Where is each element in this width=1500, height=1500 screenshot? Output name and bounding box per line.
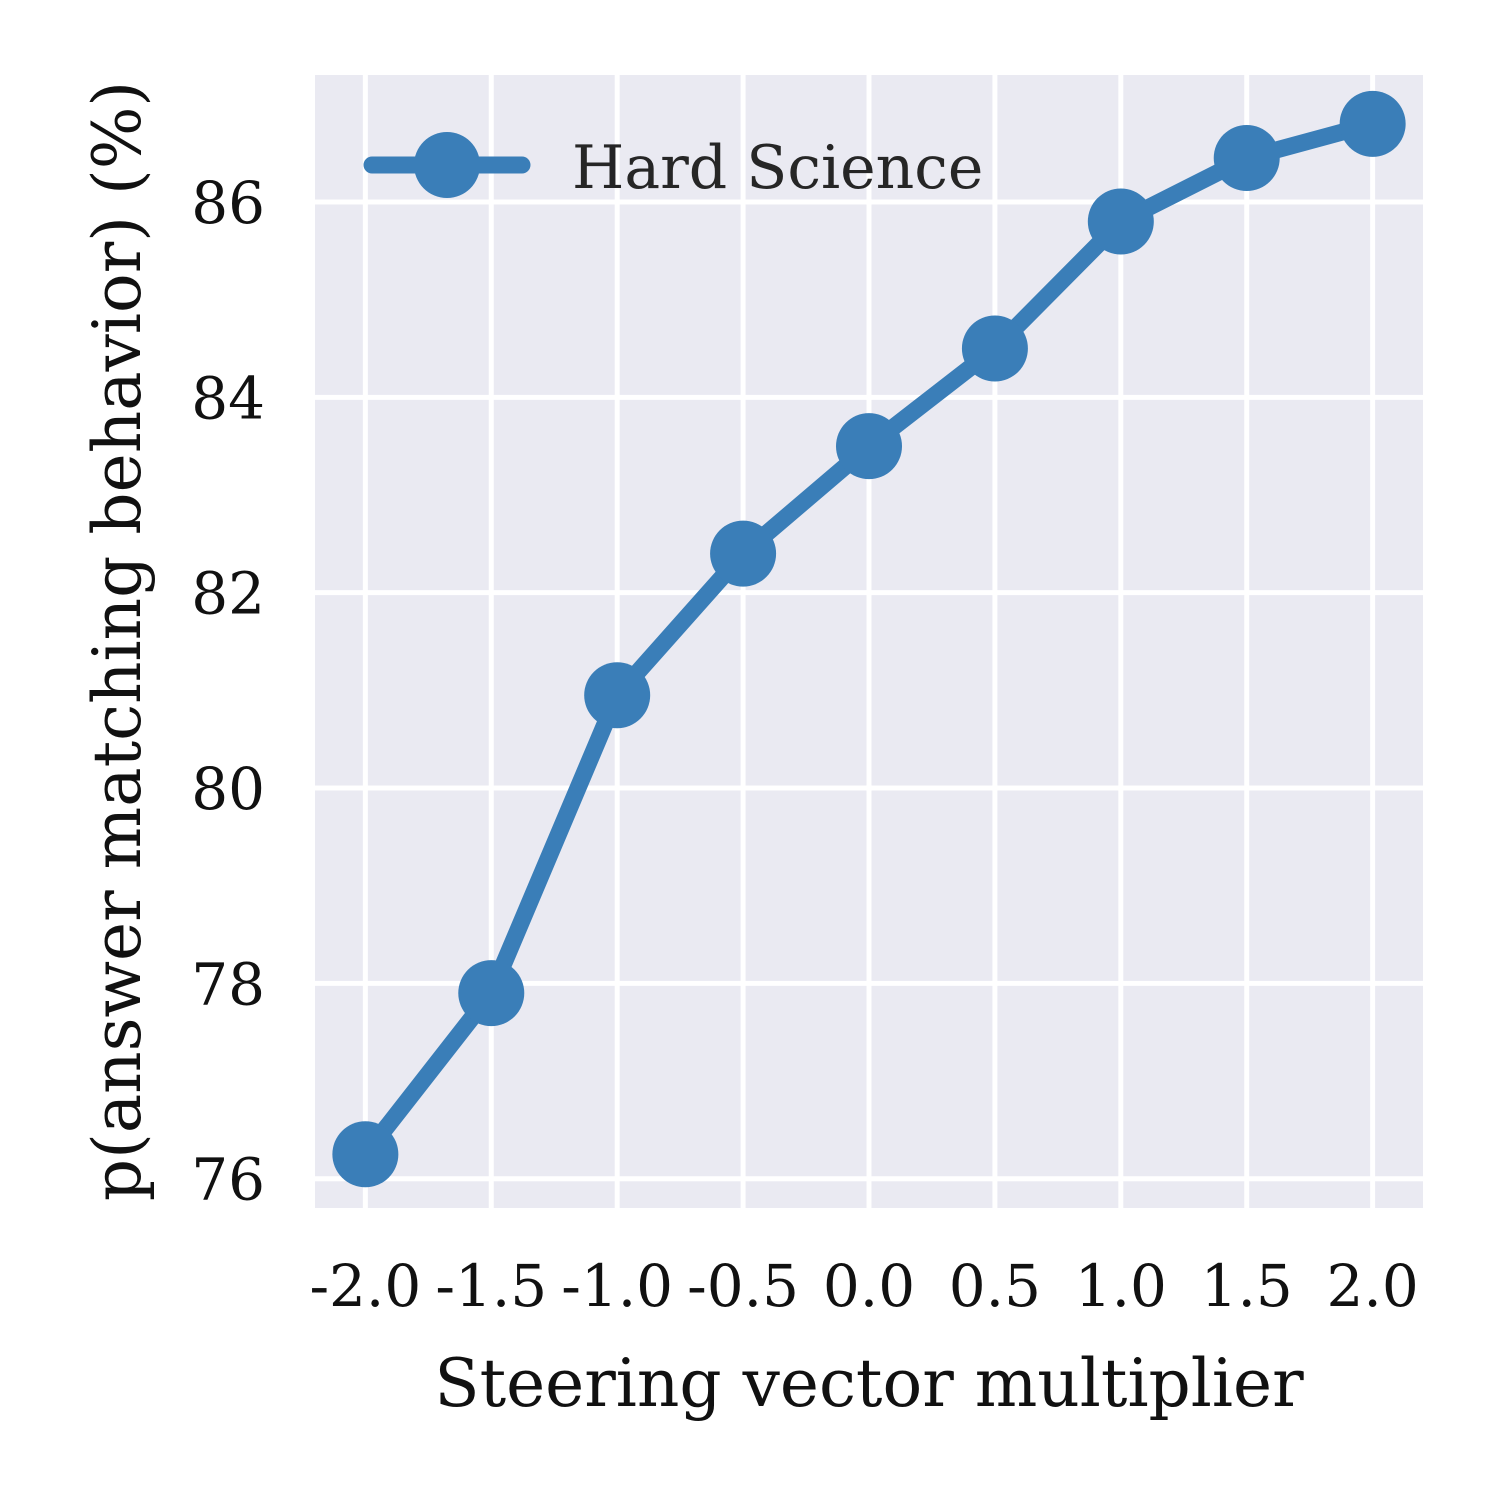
grid-lines — [315, 75, 1423, 1208]
x-tick-labels: -2.0 -1.5 -1.0 -0.5 0.0 0.5 1.0 1.5 2.0 — [309, 1252, 1418, 1320]
data-point — [1213, 125, 1280, 192]
y-tick-labels: 76 78 80 82 84 86 — [191, 169, 265, 1214]
y-axis-label: p(answer matching behavior) (%) — [79, 81, 156, 1201]
legend-marker-swatch — [414, 132, 480, 198]
x-tick-label: -0.5 — [687, 1252, 799, 1320]
x-tick-label: -1.0 — [561, 1252, 673, 1320]
data-point — [332, 1121, 399, 1188]
y-tick-label: 82 — [191, 560, 265, 628]
x-tick-label: 2.0 — [1327, 1252, 1419, 1320]
x-tick-label: 1.0 — [1075, 1252, 1167, 1320]
y-tick-label: 84 — [191, 364, 265, 432]
x-tick-label: 0.0 — [823, 1252, 915, 1320]
legend-label: Hard Science — [572, 133, 983, 203]
y-tick-label: 86 — [191, 169, 265, 237]
x-axis-label: Steering vector multiplier — [434, 1345, 1304, 1422]
y-tick-label: 78 — [191, 950, 265, 1018]
x-tick-label: 1.5 — [1201, 1252, 1293, 1320]
data-point — [961, 315, 1028, 382]
data-point — [458, 960, 525, 1027]
y-tick-label: 76 — [191, 1146, 265, 1214]
y-tick-label: 80 — [191, 755, 265, 823]
x-tick-label: -2.0 — [309, 1252, 421, 1320]
series-layer — [332, 90, 1406, 1188]
data-point — [1087, 188, 1154, 255]
data-point — [710, 520, 777, 587]
data-point — [584, 662, 651, 729]
data-point — [1339, 90, 1406, 157]
legend: Hard Science — [363, 132, 983, 203]
x-tick-label: 0.5 — [949, 1252, 1041, 1320]
x-tick-label: -1.5 — [435, 1252, 547, 1320]
data-point — [836, 413, 902, 480]
